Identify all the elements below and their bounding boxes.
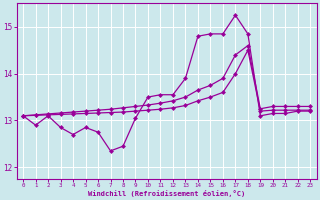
X-axis label: Windchill (Refroidissement éolien,°C): Windchill (Refroidissement éolien,°C) — [88, 190, 245, 197]
